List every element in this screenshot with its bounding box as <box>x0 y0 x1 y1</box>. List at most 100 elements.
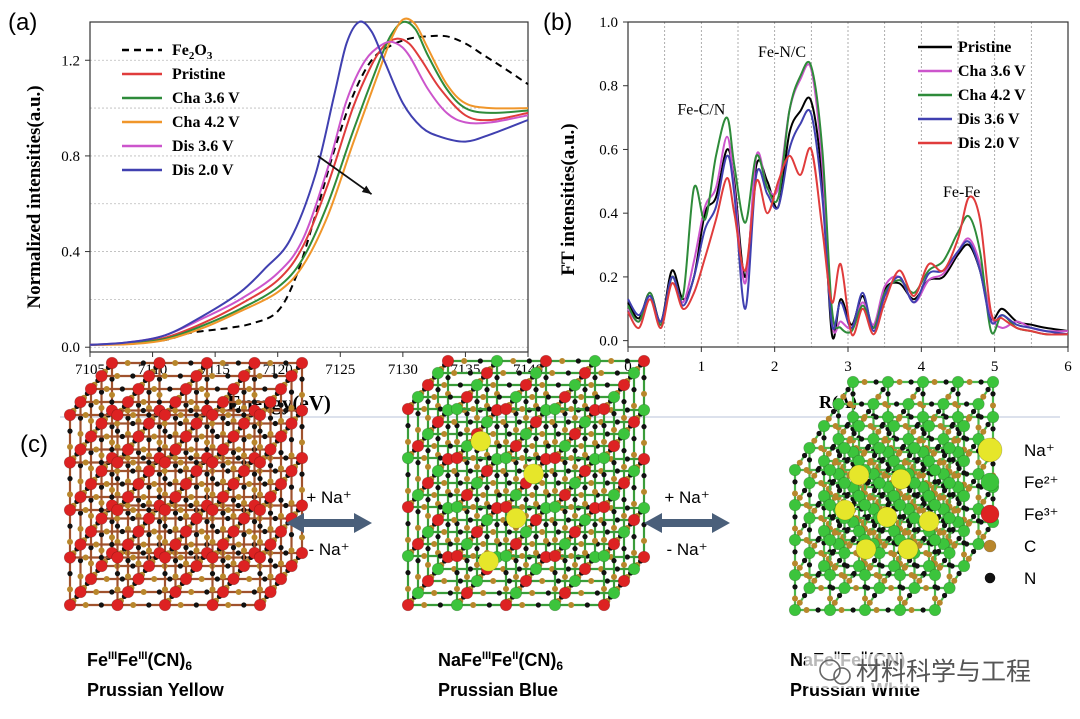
iron-atom <box>607 586 621 600</box>
carbon-atom <box>474 512 480 519</box>
carbon-atom <box>861 414 868 420</box>
iron-atom <box>627 415 641 429</box>
carbon-atom <box>241 547 247 554</box>
carbon-atom <box>568 406 575 412</box>
nitrogen-atom <box>555 529 561 535</box>
carbon-atom <box>82 507 89 513</box>
nitrogen-atom <box>172 415 179 421</box>
nitrogen-atom <box>975 413 982 419</box>
iron-atom <box>132 525 145 538</box>
carbon-atom <box>88 560 94 567</box>
nitrogen-atom <box>871 592 878 599</box>
iron-atom <box>597 402 611 416</box>
nitrogen-atom <box>474 497 480 503</box>
a-legend: Fe2O3 Pristine Cha 3.6 V Cha 4.2 V Dis 3.6 V… <box>122 42 240 179</box>
carbon-atom <box>103 433 110 440</box>
nitrogen-atom <box>447 590 453 596</box>
nitrogen-atom <box>503 570 509 576</box>
iron-atom <box>132 477 145 491</box>
iron-atom <box>158 503 172 517</box>
iron-atom <box>627 513 641 527</box>
nitrogen-atom <box>806 457 813 463</box>
panel-label-c: (c) <box>20 431 48 458</box>
iron-atom <box>480 513 494 527</box>
nitrogen-atom <box>209 571 216 577</box>
atom-legend-swatch <box>980 472 1000 492</box>
iron-atom <box>617 378 631 392</box>
iron-atom <box>957 454 971 468</box>
carbon-atom <box>510 358 517 364</box>
carbon-atom <box>98 452 105 459</box>
carbon-atom <box>901 494 908 501</box>
nitrogen-atom <box>177 420 183 427</box>
carbon-atom <box>172 360 179 366</box>
a-series-line <box>89 40 529 346</box>
nitrogen-atom <box>523 448 529 454</box>
carbon-atom <box>975 494 982 501</box>
iron-atom <box>617 574 631 588</box>
carbon-atom <box>98 547 105 554</box>
iron-atom <box>803 581 816 595</box>
carbon-atom <box>235 589 242 595</box>
iron-atom <box>529 415 543 429</box>
nitrogen-atom <box>457 529 463 535</box>
nitrogen-atom <box>119 528 125 535</box>
nitrogen-atom <box>941 452 948 459</box>
nitrogen-atom <box>230 545 237 551</box>
nitrogen-atom <box>621 448 627 454</box>
nitrogen-atom <box>915 386 921 393</box>
b-series-line <box>627 63 1069 334</box>
iron-atom <box>411 586 425 600</box>
carbon-atom <box>897 595 903 602</box>
carbon-atom <box>641 439 647 446</box>
carbon-atom <box>230 465 237 472</box>
nitrogen-atom <box>77 558 84 564</box>
nitrogen-atom <box>941 557 948 564</box>
nitrogen-atom <box>467 468 473 474</box>
carbon-atom <box>611 573 617 580</box>
nitrogen-atom <box>801 557 808 564</box>
iron-atom <box>943 546 956 560</box>
nitrogen-atom <box>156 424 163 430</box>
carbon-atom <box>901 599 908 606</box>
nitrogen-atom <box>562 460 568 466</box>
iron-atom <box>499 451 513 465</box>
arrow-head-right <box>354 513 372 533</box>
sodium-ion <box>855 538 877 560</box>
carbon-atom <box>881 577 888 584</box>
carbon-atom <box>796 494 803 501</box>
nitrogen-atom <box>792 479 798 485</box>
nitrogen-atom <box>109 446 115 453</box>
nitrogen-atom <box>146 507 152 513</box>
iron-atom <box>74 585 87 599</box>
iron-atom <box>95 417 108 430</box>
iron-atom <box>568 525 582 539</box>
carbon-atom <box>172 573 179 580</box>
nitrogen-atom <box>209 476 216 482</box>
carbon-atom <box>146 452 152 459</box>
nitrogen-atom <box>437 602 443 608</box>
carbon-atom <box>792 490 798 497</box>
carbon-atom <box>114 586 121 593</box>
carbon-atom <box>841 573 848 580</box>
nitrogen-atom <box>533 534 539 540</box>
carbon-atom <box>93 399 100 405</box>
carbon-atom <box>480 541 487 547</box>
nitrogen-atom <box>533 436 539 442</box>
carbon-atom <box>543 488 549 495</box>
carbon-atom <box>965 520 972 527</box>
nitrogen-atom <box>209 523 216 529</box>
iron-atom <box>460 488 474 502</box>
carbon-atom <box>146 547 152 554</box>
nitrogen-atom <box>908 379 914 385</box>
iron-atom <box>227 477 240 491</box>
carbon-atom <box>82 554 89 561</box>
carbon-atom <box>88 465 94 472</box>
iron-atom <box>558 586 572 600</box>
carbon-atom <box>552 438 558 445</box>
iron-atom <box>264 538 277 551</box>
nitrogen-atom <box>565 517 571 523</box>
carbon-atom <box>256 373 263 379</box>
nitrogen-atom <box>114 571 121 577</box>
nitrogen-atom <box>257 476 263 482</box>
